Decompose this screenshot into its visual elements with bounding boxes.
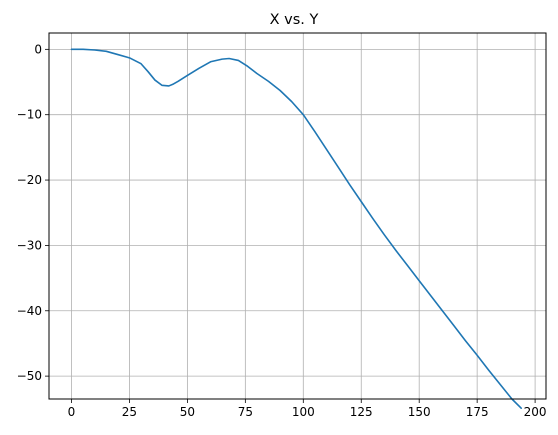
series-layer [70,48,523,409]
y-tick-label: −50 [17,369,42,383]
y-tick-label: −20 [17,173,42,187]
x-tick-label: 200 [524,405,547,419]
x-tick-label: 100 [292,405,315,419]
y-tick-label: −40 [17,304,42,318]
x-axis: 0 25 50 75 100 125 150 175 200 [68,399,547,419]
x-tick-label: 150 [408,405,431,419]
chart-title: X vs. Y [270,12,319,28]
y-tick-label: 0 [34,42,42,56]
series-line-0 [70,48,523,409]
y-axis: 0 −10 −20 −30 −40 −50 [17,42,49,383]
plot-frame [48,32,547,400]
y-tick-label: −10 [17,108,42,122]
x-tick-label: 75 [238,405,253,419]
x-tick-label: 125 [350,405,373,419]
x-tick-label: 50 [180,405,195,419]
x-tick-label: 0 [68,405,76,419]
grid [49,33,546,399]
x-tick-label: 175 [466,405,489,419]
y-tick-label: −30 [17,238,42,252]
x-tick-label: 25 [122,405,137,419]
